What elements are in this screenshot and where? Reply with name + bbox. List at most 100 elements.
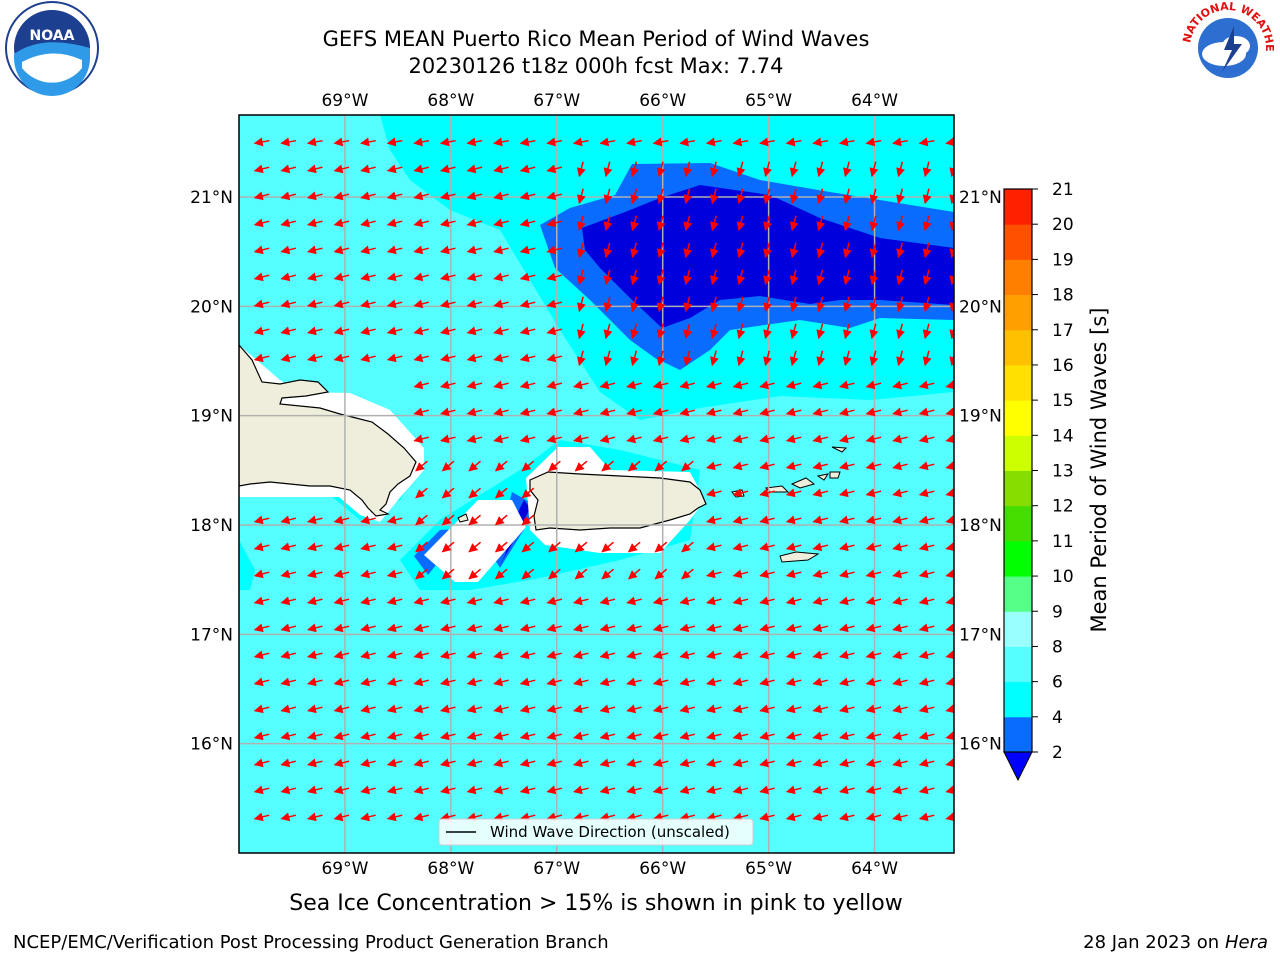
map-panel <box>239 115 954 853</box>
wind-wave-arrow <box>656 323 666 340</box>
wind-wave-arrow <box>710 350 719 367</box>
wind-wave-arrow <box>386 164 403 174</box>
colorbar-tick-label: 10 <box>1052 567 1074 587</box>
wind-wave-arrow <box>519 164 536 174</box>
wind-wave-arrow <box>360 191 376 201</box>
wind-wave-arrow <box>360 758 376 768</box>
wind-wave-arrow <box>546 650 563 660</box>
wind-wave-arrow <box>763 269 772 286</box>
wind-wave-arrow <box>652 380 669 390</box>
wind-wave-arrow <box>865 461 882 471</box>
colorbar-segment <box>1004 294 1032 331</box>
wind-wave-arrow <box>679 407 696 417</box>
wind-wave-arrow <box>333 623 350 633</box>
wind-wave-arrow <box>922 161 932 178</box>
wind-wave-arrow <box>627 460 641 472</box>
lon-tick-label-bottom: 69°W <box>321 859 368 879</box>
wind-wave-arrow <box>577 323 586 340</box>
wind-wave-arrow <box>307 758 323 768</box>
wind-wave-arrow <box>759 542 775 552</box>
wind-wave-arrow <box>603 350 613 367</box>
wind-wave-arrow <box>440 353 456 363</box>
wind-wave-arrow <box>468 460 482 472</box>
wind-wave-arrow <box>785 731 802 741</box>
colorbar-tick-label: 6 <box>1052 673 1063 693</box>
wind-wave-arrow <box>468 568 482 580</box>
wind-wave-arrow <box>656 350 666 367</box>
wind-wave-arrow <box>493 677 509 687</box>
timestamp-date: 28 Jan 2023 on <box>1083 932 1220 953</box>
wind-wave-arrow <box>440 623 456 633</box>
wind-wave-arrow <box>652 434 669 444</box>
wind-wave-arrow <box>812 596 829 606</box>
wind-wave-arrow <box>892 137 908 147</box>
wind-wave-arrow <box>253 569 270 579</box>
wind-wave-arrow <box>546 245 563 255</box>
wind-wave-arrow <box>869 161 879 178</box>
colorbar-tick-label: 13 <box>1052 462 1074 482</box>
wind-wave-arrow <box>732 731 749 741</box>
wind-wave-arrow <box>573 623 589 633</box>
wind-wave-arrow <box>466 218 483 228</box>
wind-wave-arrow <box>843 323 852 340</box>
wind-wave-arrow <box>626 677 642 687</box>
wind-wave-arrow <box>413 218 430 228</box>
wind-wave-arrow <box>918 407 935 417</box>
wind-wave-arrow <box>869 215 879 232</box>
colorbar-segment <box>1004 224 1032 260</box>
wind-wave-arrow <box>360 677 376 687</box>
wind-wave-arrow <box>922 269 932 286</box>
wind-wave-arrow <box>626 650 642 660</box>
wind-wave-arrow <box>519 677 536 687</box>
wind-wave-arrow <box>307 353 323 363</box>
wind-wave-arrow <box>679 785 696 795</box>
wind-wave-arrow <box>440 380 456 390</box>
wind-wave-arrow <box>466 731 483 741</box>
wind-wave-arrow <box>599 785 616 795</box>
wind-wave-arrow <box>519 623 536 633</box>
wind-wave-arrow <box>759 461 775 471</box>
wind-wave-arrow <box>519 137 536 147</box>
wind-wave-arrow <box>869 323 879 340</box>
wind-wave-arrow <box>892 407 908 417</box>
wind-wave-arrow <box>922 323 932 340</box>
wind-wave-arrow <box>546 785 563 795</box>
wind-wave-arrow <box>253 785 270 795</box>
wind-wave-arrow <box>253 623 270 633</box>
wind-wave-arrow <box>789 215 799 232</box>
wind-wave-arrow <box>307 245 323 255</box>
wind-wave-arrow <box>360 542 376 552</box>
wind-wave-arrow <box>892 731 908 741</box>
wind-wave-arrow <box>574 460 588 472</box>
land-st-croix <box>779 551 820 563</box>
wind-wave-arrow <box>785 407 802 417</box>
wind-wave-arrow <box>603 323 613 340</box>
wind-wave-arrow <box>759 812 775 822</box>
wind-wave-arrow <box>759 488 775 498</box>
wind-wave-arrow <box>333 785 350 795</box>
wind-wave-arrow <box>466 326 483 336</box>
wind-wave-arrow <box>865 650 882 660</box>
colorbar-tick-label: 15 <box>1052 391 1074 411</box>
wind-wave-arrow <box>843 215 852 232</box>
wind-wave-arrow <box>413 137 430 147</box>
wind-wave-arrow <box>360 272 376 282</box>
wind-wave-arrow <box>521 568 535 580</box>
wind-wave-arrow <box>440 407 456 417</box>
wind-wave-arrow <box>440 164 456 174</box>
wind-wave-arrow <box>440 704 456 714</box>
wind-wave-arrow <box>386 299 403 309</box>
wind-wave-arrow <box>706 407 722 417</box>
colorbar-tick-label: 9 <box>1052 602 1063 622</box>
wind-wave-arrow <box>630 188 639 205</box>
wind-wave-arrow <box>253 353 270 363</box>
wind-wave-arrow <box>706 731 722 741</box>
colorbar-segment <box>1004 576 1032 612</box>
wind-wave-arrow <box>759 677 775 687</box>
lon-tick-label-bottom: 68°W <box>427 859 474 879</box>
wind-wave-arrow <box>574 541 588 553</box>
wind-wave-arrow <box>865 569 882 579</box>
wind-wave-arrow <box>386 569 403 579</box>
nws-logo: NATIONAL WEATHER SERVICE <box>1180 0 1276 94</box>
wind-wave-arrow <box>732 515 749 525</box>
